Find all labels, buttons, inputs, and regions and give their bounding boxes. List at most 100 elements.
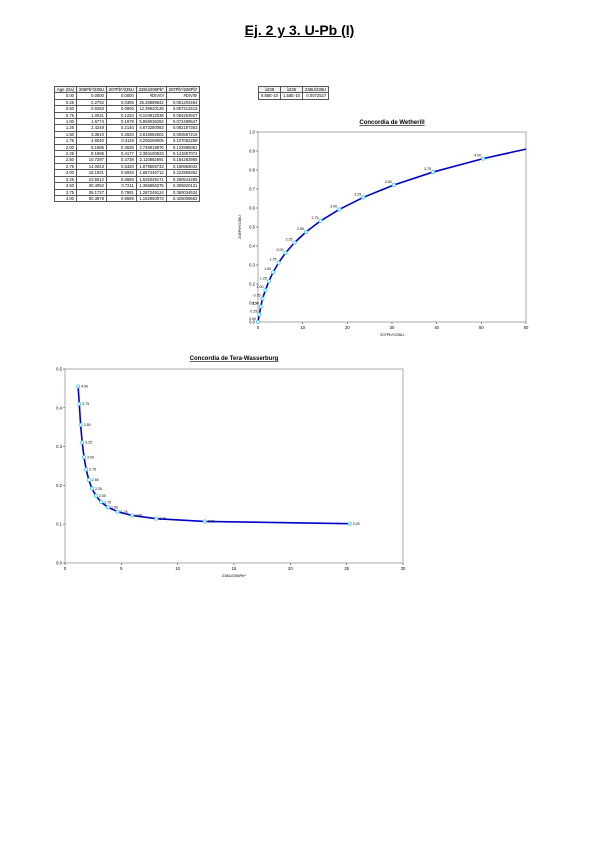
y-tick-label: 0.1 xyxy=(56,522,62,527)
point-label: 4.00 xyxy=(81,385,88,389)
data-point xyxy=(337,207,342,212)
x-tick-label: 60 xyxy=(524,325,529,330)
table-cell: 0.3119 xyxy=(105,137,137,145)
table-cell: 0.190969032 xyxy=(165,162,201,171)
constant-header: 238U/235U xyxy=(301,85,330,94)
data-point xyxy=(361,195,366,200)
y-tick-label: 0.7 xyxy=(249,187,255,192)
point-label: 3.50 xyxy=(84,423,91,427)
table-cell: 1.00 xyxy=(54,117,77,126)
point-label: 1.25 xyxy=(260,276,267,280)
y-tick-label: 0.1 xyxy=(249,301,255,306)
table-cell: 3.25 xyxy=(54,175,77,184)
table-cell: 2.25 xyxy=(54,150,77,158)
data-point xyxy=(115,509,120,514)
column-header: 206Pb*/238U xyxy=(76,85,107,94)
y-axis-label: 206Pb*/238U xyxy=(237,215,242,239)
table-cell: 5.959036284 xyxy=(135,117,167,126)
y-tick-label: 0.6 xyxy=(249,206,255,211)
x-tick-label: 25 xyxy=(344,566,349,571)
chart-title: Concordia de Tera-Wasserburg xyxy=(190,356,279,362)
data-point xyxy=(318,218,323,223)
point-label: 1.00 xyxy=(256,285,263,289)
data-point xyxy=(481,156,486,161)
point-label: 3.25 xyxy=(354,192,361,196)
table-row: 0.75 1.0031 0.1234 8.104912038 0.064253927 xyxy=(54,111,201,120)
constant-value: 9.85E-10 xyxy=(258,92,281,100)
plot-area xyxy=(257,131,527,323)
table-cell: 1.75 xyxy=(54,137,77,145)
table-row: 0.00 0.0000 0.0000 #DIV/0! #DIV/0! xyxy=(54,92,201,100)
point-label: 2.25 xyxy=(285,238,292,242)
table-row: 0.25 0.2792 0.0395 25.26888842 0.051203464 xyxy=(54,98,201,107)
data-point xyxy=(130,513,135,518)
y-tick-label: 0.5 xyxy=(249,225,255,230)
data-point xyxy=(263,288,268,293)
point-label: 1.50 xyxy=(111,505,118,509)
table-row: 2.25 8.1696 0.4177 2.394100823 0.141857072 xyxy=(54,150,201,158)
point-label: 3.00 xyxy=(330,204,337,208)
table-row: 1.50 3.3810 0.2620 3.815082604 0.093597219 xyxy=(54,130,201,139)
point-label: 1.00 xyxy=(135,514,142,518)
wetherill-concordia-chart: Concordia de Wetherill 0 10 20 30 40 50 60 0.0 0.… xyxy=(236,116,536,346)
plot-area xyxy=(64,368,404,564)
data-point xyxy=(99,500,104,505)
table-cell: 0.3638 xyxy=(105,143,137,152)
data-point xyxy=(255,319,260,324)
data-point xyxy=(276,260,281,265)
concordia-curve xyxy=(77,386,350,525)
tera-wasserburg-chart-svg: Concordia de Tera-Wasserburg 0 5 10 15 20 25 30… xyxy=(44,356,406,578)
data-point xyxy=(258,304,263,309)
table-cell: 0.1678 xyxy=(105,117,137,126)
point-label: 4.00 xyxy=(474,154,481,158)
x-tick-label: 10 xyxy=(300,325,305,330)
table-cell: 0.5926 xyxy=(105,169,137,177)
table-cell: 1.50 xyxy=(54,130,77,139)
column-header: 207Pb*/235U xyxy=(105,85,137,94)
constants-value-row: 9.85E-10 1.55E-10 0.0072527 xyxy=(258,92,330,100)
table-cell: 0.057213413 xyxy=(165,105,201,113)
table-cell: 4.00 xyxy=(54,194,77,203)
point-label: 0.00 xyxy=(249,317,256,321)
point-label: 3.50 xyxy=(385,180,392,184)
table-cell: 0.8599 xyxy=(105,194,137,203)
table-cell: 0.0806 xyxy=(105,105,137,113)
y-tick-label: 0.3 xyxy=(56,444,62,449)
point-label: 0.75 xyxy=(253,294,260,298)
data-point xyxy=(76,384,81,389)
table-cell: 1.386856375 xyxy=(135,182,167,190)
data-point xyxy=(86,477,91,482)
column-header: 207Pb*/206Pb* xyxy=(165,85,201,94)
table-cell: #DIV/0! xyxy=(165,92,201,100)
point-label: 3.75 xyxy=(82,402,89,406)
y-tick-label: 0.8 xyxy=(249,168,255,173)
table-cell: 0.7211 xyxy=(105,182,137,190)
table-cell: 0.305820131 xyxy=(165,182,201,190)
table-row: 3.50 30.4052 0.7211 1.386856375 0.305820131 xyxy=(54,182,201,190)
table-cell: 1.162950073 xyxy=(135,194,167,203)
table-cell: 1.879559733 xyxy=(135,162,167,171)
table-row: 2.00 6.1685 0.3638 2.748919876 0.122986051 xyxy=(54,143,201,152)
point-label: 0.50 xyxy=(208,520,215,524)
decay-constants-table: λ238 λ235 238U/235U 9.85E-10 1.55E-10 0.0072… xyxy=(258,85,330,100)
point-label: 2.00 xyxy=(99,494,106,498)
table-row: 1.75 4.6040 0.3119 3.206259005 0.107062258 xyxy=(54,137,201,145)
point-label: 2.50 xyxy=(92,478,99,482)
data-point xyxy=(77,401,82,406)
y-tick-label: 0.4 xyxy=(56,405,62,410)
data-point xyxy=(283,250,288,255)
table-row: 0.50 0.6263 0.0806 12.39920126 0.057213413 xyxy=(54,105,201,113)
point-label: 1.25 xyxy=(121,510,128,514)
table-cell: 0.7891 xyxy=(105,188,137,196)
table-cell: 1.267249124 xyxy=(135,188,167,196)
table-cell: 1.687446712 xyxy=(135,169,167,177)
table-cell: 0.4177 xyxy=(105,150,137,158)
y-tick-label: 1.0 xyxy=(249,130,255,135)
x-tick-label: 5 xyxy=(120,566,123,571)
x-tick-label: 15 xyxy=(232,566,237,571)
x-tick-label: 0 xyxy=(257,325,260,330)
y-tick-label: 0.5 xyxy=(56,367,62,372)
x-tick-label: 20 xyxy=(345,325,350,330)
data-point xyxy=(93,493,98,498)
